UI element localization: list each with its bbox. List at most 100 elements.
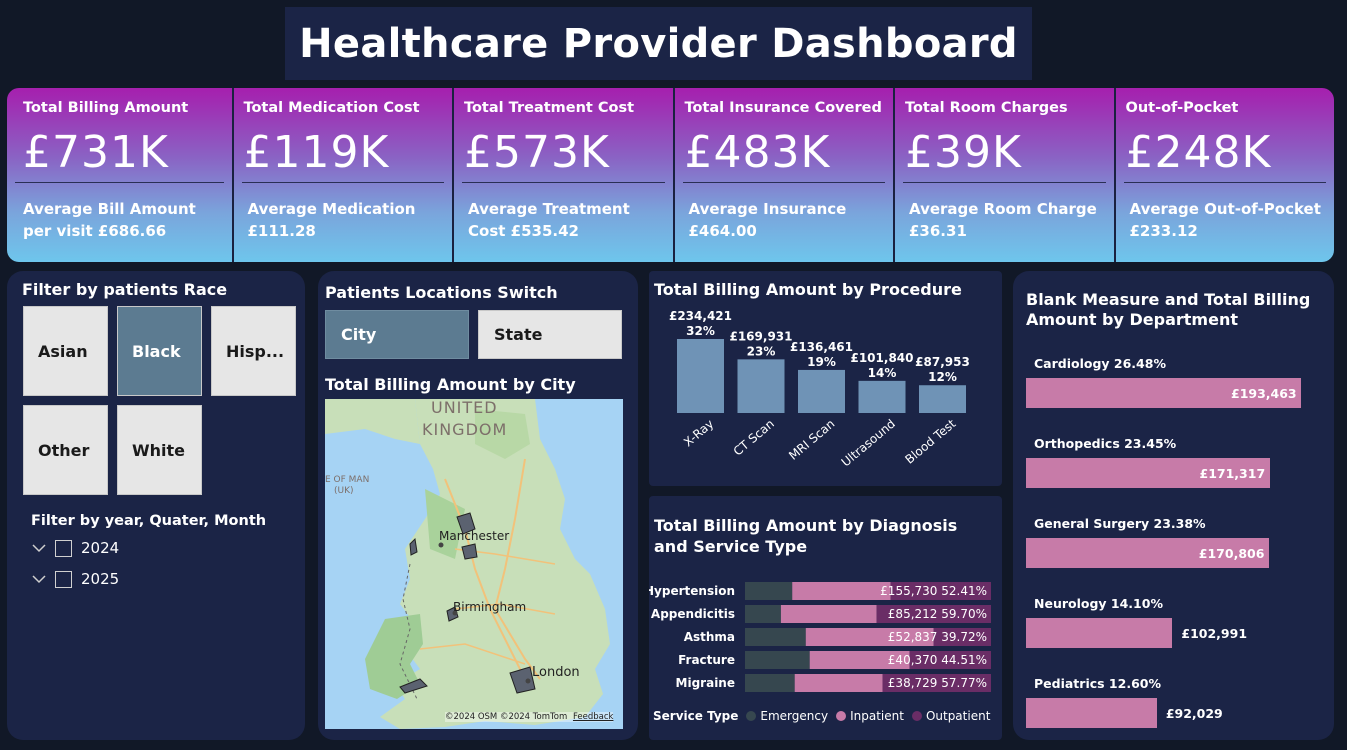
kpi-card-treatment-cost[interactable]: Total Treatment Cost £573K Average Treat…: [452, 88, 673, 262]
locations-switch-title: Patients Locations Switch: [325, 283, 558, 302]
department-bar[interactable]: [1026, 618, 1173, 648]
legend-label-inpatient[interactable]: Inpatient: [850, 709, 904, 723]
map-region-label-2: (UK): [334, 486, 354, 496]
procedure-pct-label: 12%: [928, 370, 957, 384]
department-category-label: Neurology 14.10%: [1034, 596, 1163, 611]
procedure-bar[interactable]: [737, 359, 785, 413]
year-row-2024[interactable]: 2024: [32, 539, 119, 557]
legend-title: Service Type: [653, 709, 739, 723]
legend-dot-inpatient: [836, 711, 847, 721]
diagnosis-value-label: £38,729 57.77%: [888, 676, 987, 690]
diagnosis-value-label: £52,837 39.72%: [888, 630, 987, 644]
department-value-label: £171,317: [1199, 466, 1266, 481]
race-option-white[interactable]: White: [117, 405, 202, 495]
department-bar[interactable]: [1026, 538, 1269, 568]
map-city-label-manchester: Manchester: [439, 529, 510, 543]
map-city-label-birmingham: Birmingham: [453, 600, 527, 614]
diagnosis-chart-title: Total Billing Amount by Diagnosis and Se…: [654, 516, 958, 556]
kpi-subtext: Average Out-of-Pocket £233.12: [1129, 200, 1321, 240]
procedure-bar[interactable]: [919, 385, 966, 413]
kpi-card-medication-cost[interactable]: Total Medication Cost £119K Average Medi…: [231, 88, 453, 262]
department-bars: Cardiology 26.48% £193,463 Orthopedics 23.…: [1013, 271, 1334, 740]
outpatient-segment[interactable]: [909, 651, 991, 669]
department-value-label: £92,029: [1165, 706, 1223, 721]
kpi-card-total-billing[interactable]: Total Billing Amount £731K Average Bill …: [7, 88, 232, 262]
diagnosis-category-label: Fracture: [678, 653, 735, 667]
procedure-bar[interactable]: [798, 369, 845, 413]
procedure-bar[interactable]: [677, 339, 724, 413]
inpatient-segment[interactable]: [809, 651, 910, 669]
procedure-bar[interactable]: [858, 380, 906, 413]
year-row-2025[interactable]: 2025: [32, 570, 119, 588]
kpi-card-insurance-covered[interactable]: Total Insurance Covered £483K Average In…: [672, 88, 894, 262]
inpatient-segment[interactable]: [780, 605, 877, 623]
emergency-segment[interactable]: [745, 605, 781, 623]
legend-dot-emergency: [746, 711, 757, 721]
outpatient-segment[interactable]: [882, 674, 991, 692]
year-checkbox[interactable]: [55, 539, 72, 557]
map-graphic: [325, 399, 610, 729]
city-billing-map[interactable]: UNITED KINGDOM E OF MAN (UK) Manchester …: [325, 399, 623, 729]
kpi-label: Total Treatment Cost: [464, 100, 635, 116]
kpi-value: £39K: [905, 127, 1022, 178]
department-chart-panel: Blank Measure and Total Billing Amount b…: [1013, 271, 1334, 740]
diagnosis-value-label: £155,730 52.41%: [880, 584, 987, 598]
inpatient-segment[interactable]: [792, 582, 891, 600]
department-bar[interactable]: [1026, 698, 1157, 728]
kpi-card-out-of-pocket[interactable]: Out-of-Pocket £248K Average Out-of-Pocke…: [1113, 88, 1335, 262]
race-option-asian[interactable]: Asian: [23, 306, 108, 396]
year-label: 2024: [81, 539, 120, 557]
legend-label-outpatient[interactable]: Outpatient: [925, 709, 991, 723]
kpi-card-room-charges[interactable]: Total Room Charges £39K Average Room Cha…: [893, 88, 1114, 262]
map-country-label-1: UNITED: [431, 399, 498, 417]
kpi-label: Out-of-Pocket: [1125, 100, 1239, 116]
race-filter-title: Filter by patients Race: [22, 280, 228, 299]
map-attribution-text: ©2024 OSM ©2024 TomTom: [445, 712, 568, 722]
kpi-divider: [1123, 182, 1326, 183]
department-value-label: £170,806: [1198, 546, 1265, 561]
chevron-down-icon[interactable]: [32, 541, 46, 555]
department-category-label: Cardiology 26.48%: [1034, 356, 1166, 371]
location-switch-state[interactable]: State: [478, 310, 622, 359]
race-option-black[interactable]: Black: [117, 306, 202, 396]
department-bar[interactable]: [1026, 458, 1270, 488]
kpi-label: Total Room Charges: [905, 100, 1068, 116]
diagnosis-chart-panel: Total Billing Amount by Diagnosis and Se…: [649, 496, 1002, 740]
emergency-segment[interactable]: [745, 651, 810, 669]
kpi-label: Total Medication Cost: [243, 100, 420, 116]
outpatient-segment[interactable]: [933, 628, 991, 646]
location-switch-city[interactable]: City: [325, 310, 469, 359]
procedure-category-label: MRI Scan: [786, 417, 837, 463]
outpatient-segment[interactable]: [890, 582, 991, 600]
kpi-value: £119K: [243, 127, 390, 178]
kpi-divider: [682, 182, 885, 183]
diagnosis-value-label: £85,212 59.70%: [888, 607, 987, 621]
department-bar[interactable]: [1026, 378, 1301, 408]
diagnosis-category-label: Hypertension: [649, 584, 735, 598]
procedure-chart-panel: Total Billing Amount by Procedure £234,4…: [649, 271, 1002, 486]
map-attribution: ©2024 OSM ©2024 TomTom Feedback: [445, 712, 614, 722]
procedure-category-label: Blood Test: [902, 416, 958, 466]
emergency-segment[interactable]: [745, 628, 806, 646]
kpi-subtext: Average Bill Amount per visit £686.66: [23, 200, 196, 240]
procedure-category-label: CT Scan: [731, 417, 777, 459]
legend-label-emergency[interactable]: Emergency: [760, 709, 829, 723]
chevron-down-icon[interactable]: [32, 572, 46, 586]
inpatient-segment[interactable]: [805, 628, 934, 646]
map-feedback-link[interactable]: Feedback: [572, 712, 614, 722]
race-option-hispanic[interactable]: Hisp...: [211, 306, 296, 396]
kpi-divider: [15, 182, 224, 183]
department-chart-title: Blank Measure and Total Billing Amount b…: [1026, 290, 1311, 329]
inpatient-segment[interactable]: [794, 674, 883, 692]
procedure-pct-label: 23%: [747, 344, 776, 358]
procedure-category-label: X-Ray: [681, 417, 716, 450]
kpi-subtext: Average Room Charge £36.31: [909, 200, 1097, 240]
year-checkbox[interactable]: [55, 570, 72, 588]
procedure-value-label: £234,421: [669, 309, 732, 323]
kpi-subtext: Average Insurance £464.00: [688, 200, 847, 240]
emergency-segment[interactable]: [745, 582, 793, 600]
race-option-other[interactable]: Other: [23, 405, 108, 495]
diagnosis-category-label: Migraine: [676, 676, 735, 690]
emergency-segment[interactable]: [745, 674, 795, 692]
outpatient-segment[interactable]: [876, 605, 991, 623]
